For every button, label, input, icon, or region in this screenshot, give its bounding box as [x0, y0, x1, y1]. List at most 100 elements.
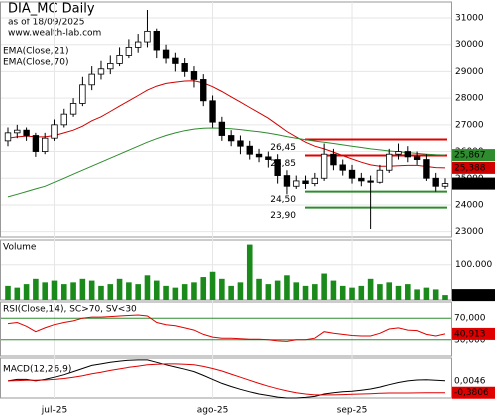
volume-bar: [432, 289, 439, 300]
indicator-line: [7, 363, 446, 396]
candle-body: [209, 100, 216, 123]
value-box: [452, 327, 495, 340]
volume-bar: [200, 277, 207, 300]
band-label: 30,000: [454, 335, 486, 345]
value-box: [452, 149, 495, 162]
y-tick-label: 100.000: [455, 260, 492, 270]
candle-body: [302, 180, 309, 184]
volume-bar: [330, 280, 337, 300]
volume-bar: [191, 282, 197, 300]
value-label: 13.858: [454, 291, 486, 301]
volume-bar: [209, 271, 216, 300]
candle-body: [23, 129, 30, 136]
band-label: 70,000: [454, 314, 486, 324]
y-tick-label: 30000: [455, 40, 484, 50]
x-tick-label: jul-25: [41, 406, 67, 416]
value-label: -0,3806: [454, 388, 489, 398]
level-label: 26,45: [270, 143, 296, 153]
ema-line: [7, 127, 446, 198]
candle-body: [255, 153, 263, 158]
volume-bar: [442, 295, 448, 300]
subtitle: as of 18/09/2025: [8, 18, 84, 28]
volume-bar: [70, 282, 76, 300]
volume-bar: [60, 284, 67, 300]
value-box: [452, 374, 495, 387]
volume-bar: [349, 287, 355, 300]
candle-body: [200, 79, 207, 102]
y-tick-label: 24000: [455, 200, 484, 210]
volume-bar: [358, 285, 365, 300]
volume-bar: [219, 278, 225, 300]
legend-entry: EMA(Close,70): [3, 58, 68, 68]
volume-bar: [256, 278, 262, 300]
value-box: [452, 161, 495, 174]
volume-bar: [312, 284, 318, 300]
volume-bar: [14, 287, 21, 300]
candle-body: [107, 63, 114, 70]
candle-body: [283, 175, 291, 187]
candle-body: [88, 73, 95, 86]
x-tick-label: ago-25: [197, 406, 229, 416]
candle-body: [227, 135, 235, 142]
value-label: 40,913: [454, 329, 486, 339]
volume-bar: [274, 280, 281, 300]
volume-bar: [51, 280, 58, 300]
candle-body: [172, 57, 179, 64]
candle-body: [69, 103, 77, 115]
candle-body: [395, 151, 402, 155]
volume-bar: [172, 287, 179, 300]
level-label: 23,90: [270, 211, 296, 221]
candle-body: [311, 177, 319, 184]
candle-body: [97, 68, 105, 75]
y-tick-label: 27000: [455, 120, 484, 130]
volume-bar: [5, 285, 11, 300]
volume-bar: [284, 275, 290, 300]
candle-body: [190, 71, 198, 80]
volume-bar: [386, 282, 393, 300]
value-label: 25,388: [454, 163, 486, 173]
volume-bar: [126, 282, 132, 300]
volume-bar: [321, 273, 327, 300]
candle-body: [358, 177, 365, 182]
candle-body: [274, 159, 281, 176]
volume-bar: [423, 287, 430, 300]
volume-bar: [293, 282, 300, 300]
level-label: 24,50: [270, 195, 296, 205]
candle-body: [237, 140, 244, 147]
panel-frame: [0, 239, 452, 301]
candle-body: [265, 156, 272, 160]
volume-bar: [339, 285, 346, 300]
y-tick-label: 29000: [455, 67, 484, 77]
volume-bar: [228, 285, 234, 300]
candle-body: [413, 156, 421, 160]
volume-bar: [42, 282, 48, 300]
legend-entry: EMA(Close,21): [3, 47, 68, 57]
panel-title: RSI(Close,14), SC>70, SV<30: [3, 305, 137, 315]
ema-line: [7, 80, 446, 169]
y-tick-label: 23000: [455, 227, 484, 237]
candle-body: [79, 84, 86, 104]
volume-bar: [367, 278, 374, 300]
y-tick-label: 28000: [455, 94, 484, 104]
candle-body: [116, 55, 123, 64]
value-box: [452, 386, 495, 399]
indicator-line: [7, 359, 446, 399]
value-label: 24,800: [454, 179, 486, 189]
candle-body: [125, 46, 133, 56]
volume-bar: [107, 284, 114, 300]
candle-body: [376, 169, 384, 183]
volume-bar: [395, 285, 402, 300]
value-label: 25,867: [454, 151, 486, 161]
level-label: 25,85: [270, 159, 296, 169]
volume-bar: [144, 275, 151, 300]
candle-body: [42, 137, 49, 152]
candle-body: [339, 164, 346, 171]
value-label: 0,0046: [454, 376, 486, 386]
candle-body: [60, 113, 67, 126]
volume-bar: [181, 284, 188, 300]
volume-bar: [88, 280, 95, 300]
candle-body: [218, 121, 226, 136]
volume-bar: [302, 285, 309, 300]
